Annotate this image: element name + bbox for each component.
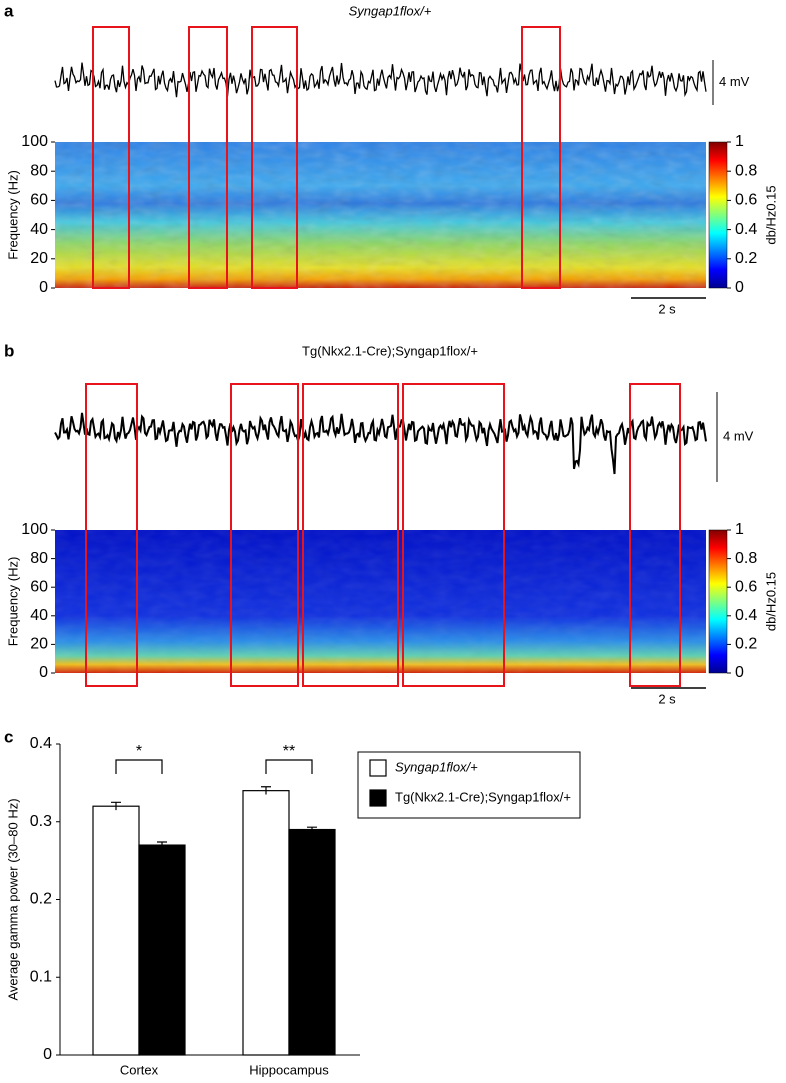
colorbar-tick-label: 1 [735, 521, 744, 538]
error-bar [307, 826, 317, 832]
voltage-scale-label: 4 mV [719, 74, 750, 89]
y-tick-label: 0.4 [30, 735, 52, 752]
y-tick-label: 20 [30, 636, 48, 653]
y-tick-label: 60 [30, 578, 48, 595]
voltage-scale-label: 4 mV [723, 428, 754, 443]
significance-bracket [265, 759, 313, 774]
legend-label: Tg(Nkx2.1-Cre);Syngap1flox/+ [395, 789, 571, 804]
colorbar-tick-label: 0 [735, 279, 744, 296]
time-scale-label: 2 s [658, 691, 676, 706]
panel-letter: c [4, 727, 13, 746]
colorbar [708, 529, 728, 674]
time-scale-label: 2 s [658, 301, 676, 316]
x-tick-label: Cortex [120, 1062, 159, 1077]
colorbar-label: db/Hz0.15 [763, 572, 778, 631]
y-tick-label: 0.1 [30, 968, 52, 985]
panel-letter: b [4, 341, 14, 360]
highlight-box [92, 26, 130, 289]
colorbar-tick-label: 0.4 [735, 607, 757, 624]
colorbar [708, 141, 728, 289]
y-tick-label: 0 [39, 279, 48, 296]
highlight-box [402, 383, 505, 687]
highlight-box [230, 383, 299, 687]
y-tick-label: 80 [30, 550, 48, 567]
error-bar [157, 841, 167, 849]
highlight-box [629, 383, 681, 687]
y-tick-label: 100 [21, 521, 48, 538]
y-tick-label: 40 [30, 607, 48, 624]
y-tick-label: 20 [30, 250, 48, 267]
y-axis-label: Frequency (Hz) [5, 170, 20, 260]
highlight-box [302, 383, 399, 687]
y-tick-label: 0.2 [30, 891, 52, 908]
legend-swatch [369, 789, 387, 807]
colorbar-tick-label: 0.2 [735, 636, 757, 653]
colorbar-tick-label: 1 [735, 133, 744, 150]
panel-letter: a [4, 1, 14, 20]
highlight-box [85, 383, 138, 687]
highlight-box [188, 26, 228, 289]
eeg-trace [54, 412, 707, 475]
colorbar-tick-label: 0.4 [735, 221, 757, 238]
spectrogram-texture [55, 142, 706, 288]
bar [288, 828, 336, 1056]
y-axis-label: Average gamma power (30–80 Hz) [5, 798, 20, 1000]
legend-swatch [369, 759, 387, 777]
y-tick-label: 100 [21, 133, 48, 150]
bar [92, 805, 140, 1056]
highlight-box [251, 26, 298, 289]
bar [138, 844, 186, 1056]
y-tick-label: 0.3 [30, 813, 52, 830]
y-tick-label: 80 [30, 162, 48, 179]
colorbar-tick-label: 0 [735, 664, 744, 681]
error-bar [111, 801, 121, 811]
colorbar-tick-label: 0.6 [735, 192, 757, 209]
error-bar [261, 786, 271, 795]
x-tick-label: Hippocampus [249, 1062, 329, 1077]
y-tick-label: 0 [39, 664, 48, 681]
colorbar-label: db/Hz0.15 [763, 185, 778, 244]
significance-bracket [115, 759, 163, 774]
significance-label: * [136, 743, 142, 760]
highlight-box [521, 26, 561, 289]
colorbar-tick-label: 0.2 [735, 250, 757, 267]
y-tick-label: 40 [30, 221, 48, 238]
legend-label: Syngap1flox/+ [395, 759, 478, 774]
panel-title: Tg(Nkx2.1-Cre);Syngap1flox/+ [302, 343, 478, 358]
legend-box [357, 751, 581, 819]
colorbar-tick-label: 0.8 [735, 162, 757, 179]
spectrogram-texture [55, 530, 706, 673]
colorbar-tick-label: 0.8 [735, 550, 757, 567]
colorbar-tick-label: 0.6 [735, 578, 757, 595]
y-tick-label: 0 [43, 1046, 52, 1063]
y-axis-label: Frequency (Hz) [5, 557, 20, 647]
eeg-trace [54, 62, 707, 98]
bar [242, 790, 290, 1056]
significance-label: ** [283, 743, 295, 760]
y-tick-label: 60 [30, 192, 48, 209]
panel-title: Syngap1flox/+ [349, 3, 432, 18]
